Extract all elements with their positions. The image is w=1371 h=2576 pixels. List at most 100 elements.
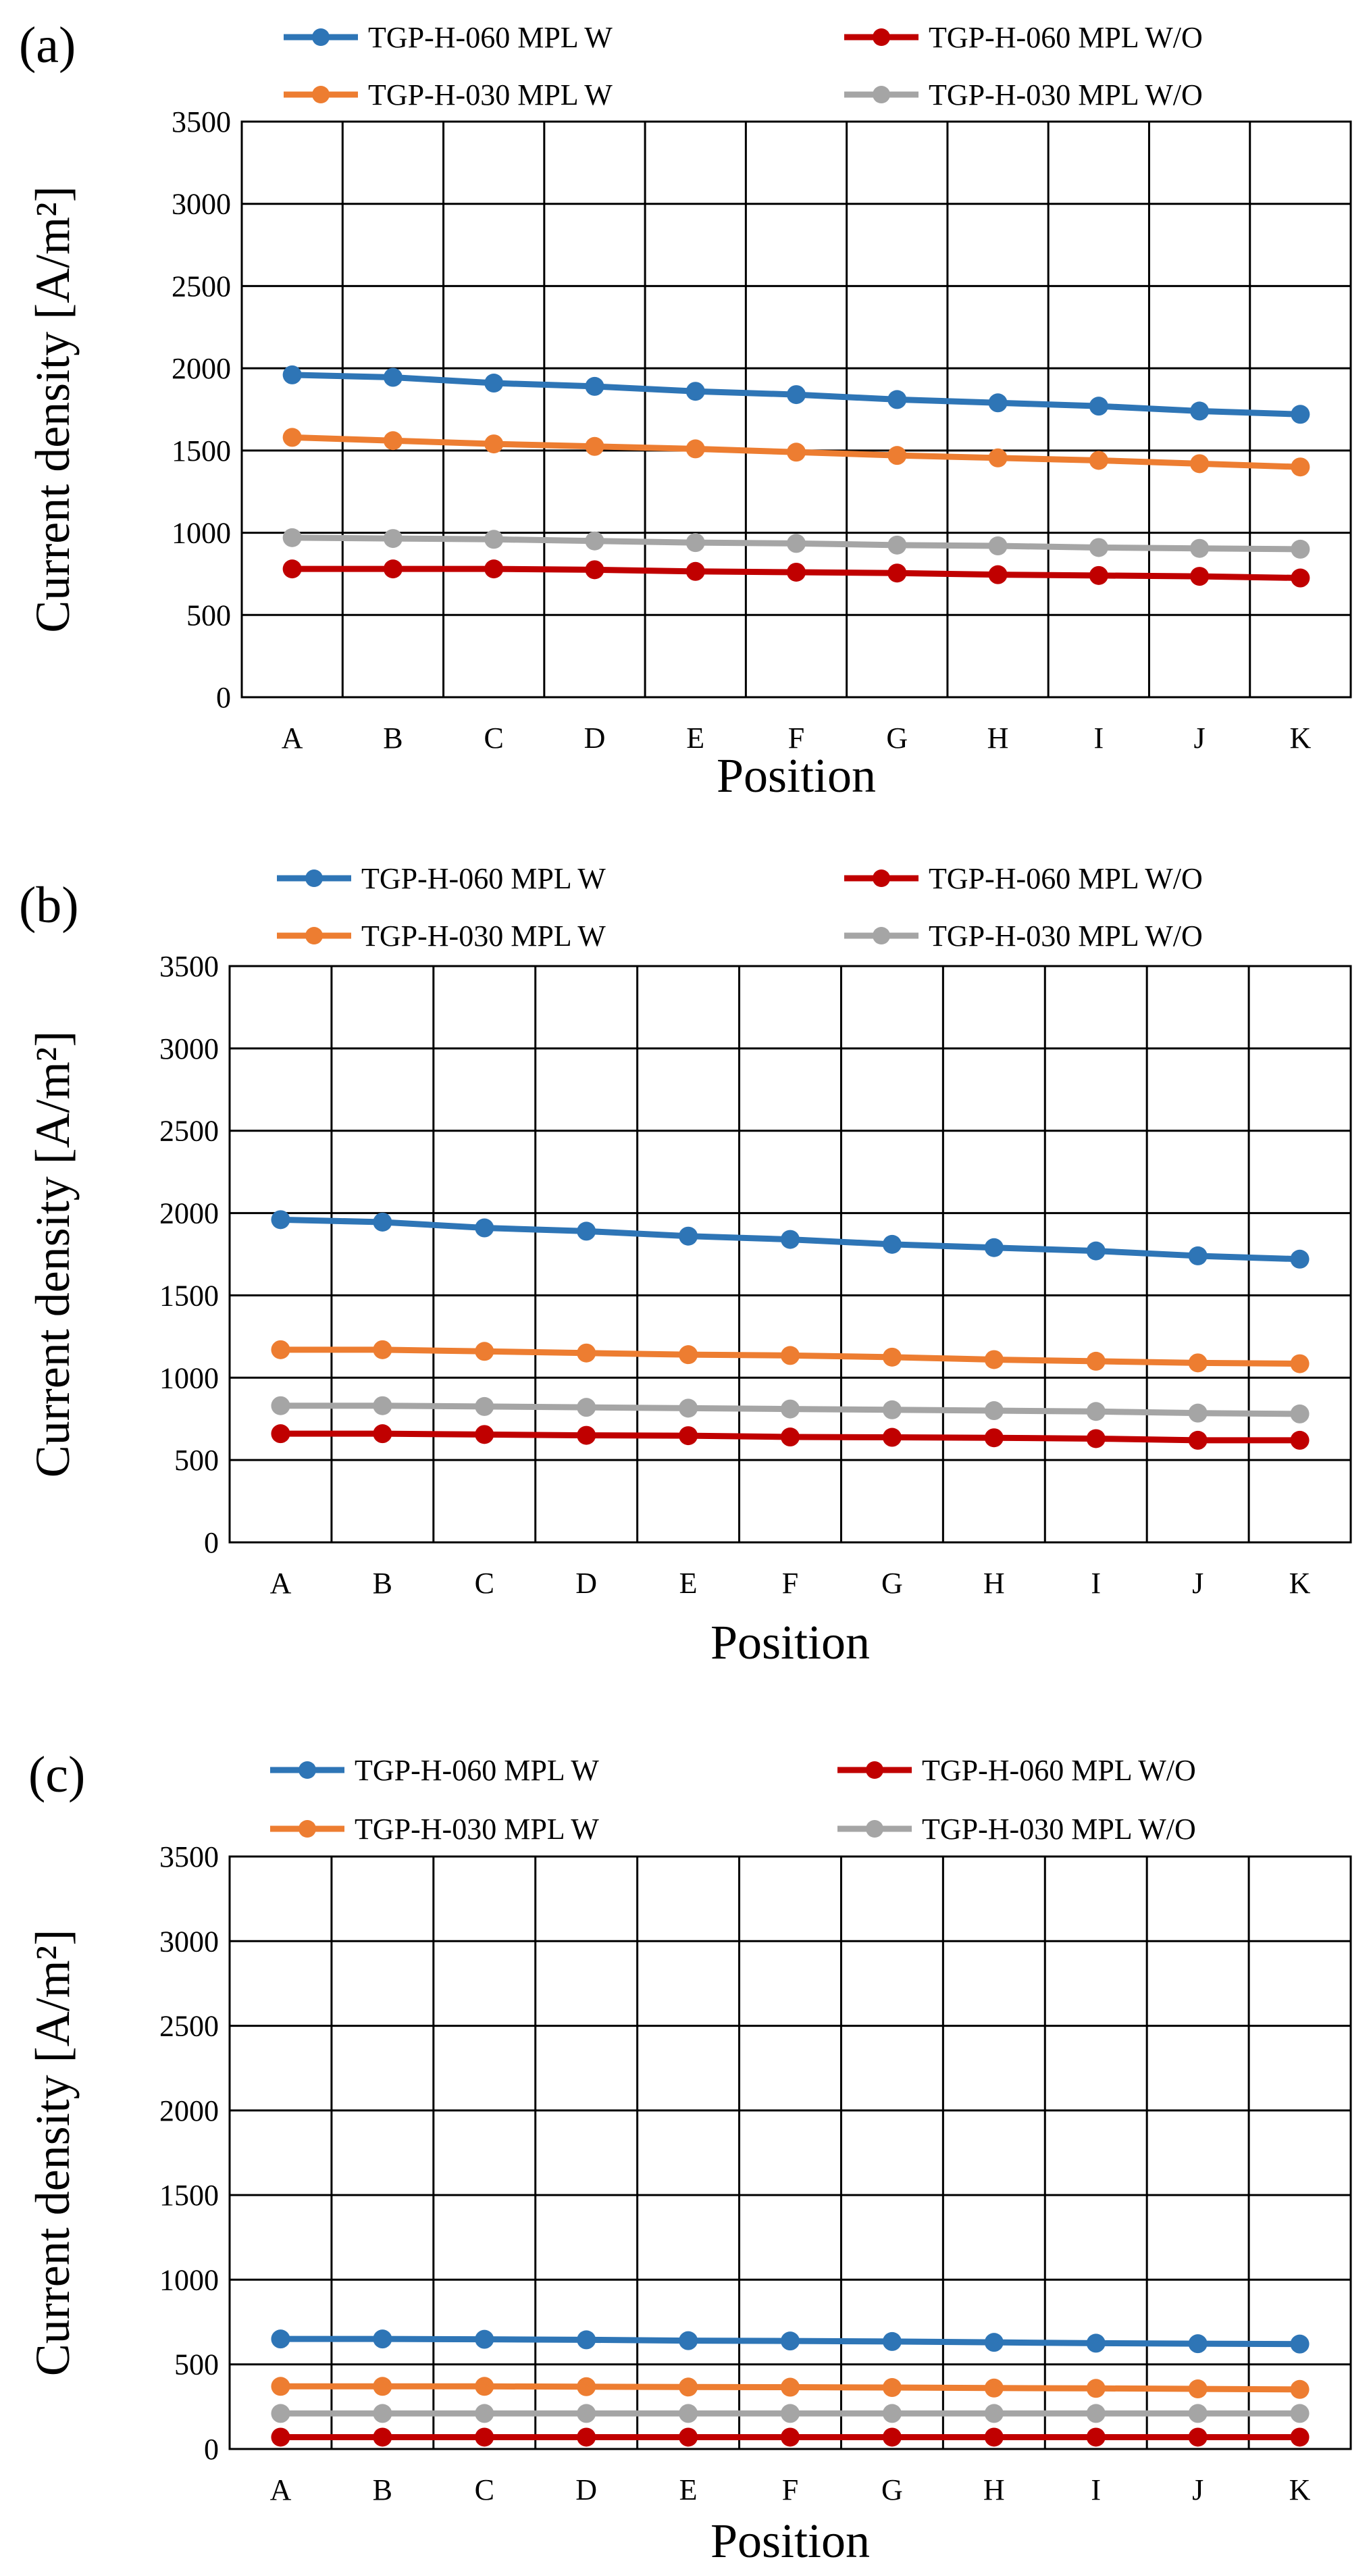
y-tick-label: 1500 — [172, 434, 231, 468]
legend-label: TGP-H-060 MPL W/O — [929, 21, 1203, 54]
x-tick-label: E — [686, 722, 704, 755]
x-tick-label: B — [373, 1567, 392, 1600]
data-point — [1188, 1430, 1208, 1450]
data-point — [1089, 397, 1108, 416]
x-tick-label: H — [987, 722, 1009, 755]
data-point — [577, 2404, 596, 2423]
data-point — [475, 1396, 494, 1416]
data-point — [787, 534, 806, 553]
series — [271, 2427, 1310, 2447]
data-point — [475, 2427, 494, 2447]
data-point — [1188, 1353, 1208, 1373]
legend-label: TGP-H-060 MPL W/O — [922, 1754, 1196, 1787]
data-point — [1190, 401, 1210, 421]
data-point — [887, 390, 907, 409]
y-tick-label: 3500 — [172, 105, 231, 138]
data-point — [475, 1425, 494, 1444]
y-tick-label: 500 — [174, 2348, 219, 2381]
data-point — [679, 1345, 698, 1365]
legend-entry: TGP-H-060 MPL W — [270, 1754, 599, 1787]
data-point — [1188, 2379, 1208, 2399]
x-axis-title: Position — [710, 1615, 870, 1669]
data-point — [679, 1426, 698, 1446]
y-tick-label: 3000 — [159, 1925, 219, 1958]
x-tick-label: J — [1192, 2473, 1204, 2506]
chart-panel-2: (b) TGP-H-060 MPL W TGP-H-060 MPL W/O TGP-H… — [19, 862, 1352, 1669]
y-tick-label: 2500 — [159, 1115, 219, 1148]
data-point — [373, 2427, 392, 2447]
x-tick-label: G — [881, 2473, 903, 2506]
data-point — [271, 1424, 290, 1444]
x-tick-label: A — [270, 1567, 292, 1600]
legend-entry: TGP-H-060 MPL W — [284, 21, 613, 54]
data-point — [984, 2427, 1004, 2447]
data-point — [1290, 1430, 1310, 1450]
x-tick-label: K — [1289, 722, 1311, 755]
data-point — [373, 2404, 392, 2423]
y-tick-label: 3000 — [159, 1032, 219, 1065]
data-point — [882, 2427, 902, 2447]
data-point — [1086, 1351, 1106, 1371]
data-point — [1089, 451, 1108, 470]
x-tick-label: C — [475, 2473, 494, 2506]
data-point — [781, 2331, 800, 2351]
x-tick-label: C — [475, 1567, 494, 1600]
x-tick-label: F — [782, 1567, 798, 1600]
series — [271, 1340, 1310, 1373]
plot-frame — [228, 965, 1352, 1544]
data-point — [282, 559, 302, 579]
data-point — [484, 434, 504, 454]
data-point — [373, 2329, 392, 2349]
legend-marker — [299, 1761, 316, 1779]
series — [271, 1396, 1310, 1423]
data-point — [585, 436, 604, 456]
y-axis-title: Current density [A/m²] — [26, 1929, 80, 2376]
data-point — [1188, 2427, 1208, 2447]
gridlines — [228, 1855, 1352, 2450]
data-point — [988, 393, 1008, 413]
data-point — [484, 559, 504, 579]
series — [271, 2377, 1310, 2399]
data-point — [984, 1350, 1004, 1369]
data-point — [882, 2404, 902, 2423]
data-point — [882, 1400, 902, 1419]
data-point — [1086, 1429, 1106, 1448]
legend-label: TGP-H-060 MPL W — [355, 1754, 599, 1787]
data-point — [988, 448, 1008, 468]
legend-label: TGP-H-030 MPL W/O — [929, 78, 1203, 111]
data-point — [1190, 567, 1210, 586]
panel-label: (b) — [19, 877, 79, 934]
y-tick-label: 2500 — [159, 2010, 219, 2043]
data-point — [686, 561, 705, 581]
x-tick-label: F — [788, 722, 804, 755]
data-point — [1291, 568, 1310, 588]
data-point — [1086, 2427, 1106, 2447]
data-point — [383, 368, 403, 387]
data-point — [271, 2329, 290, 2349]
data-point — [887, 563, 907, 583]
data-point — [1190, 538, 1210, 558]
x-tick-label: J — [1194, 722, 1206, 755]
data-point — [373, 1340, 392, 1359]
data-point — [679, 2427, 698, 2447]
data-point — [577, 1221, 596, 1241]
data-point — [988, 565, 1008, 584]
x-tick-label: H — [983, 2473, 1005, 2506]
data-point — [1188, 2404, 1208, 2423]
legend-entry: TGP-H-030 MPL W — [284, 78, 613, 111]
y-tick-label: 1000 — [172, 517, 231, 550]
data-point — [1290, 2334, 1310, 2354]
legend-marker — [312, 28, 330, 46]
x-tick-label: A — [270, 2473, 292, 2506]
data-point — [577, 2330, 596, 2350]
data-point — [984, 1401, 1004, 1421]
data-point — [1086, 2333, 1106, 2353]
legend-label: TGP-H-060 MPL W — [368, 21, 613, 54]
y-tick-label: 0 — [204, 1526, 219, 1559]
data-point — [887, 535, 907, 555]
x-tick-label: F — [782, 2473, 798, 2506]
x-tick-label: D — [584, 722, 606, 755]
data-point — [679, 2404, 698, 2423]
data-point — [882, 1234, 902, 1254]
data-point — [475, 2377, 494, 2396]
